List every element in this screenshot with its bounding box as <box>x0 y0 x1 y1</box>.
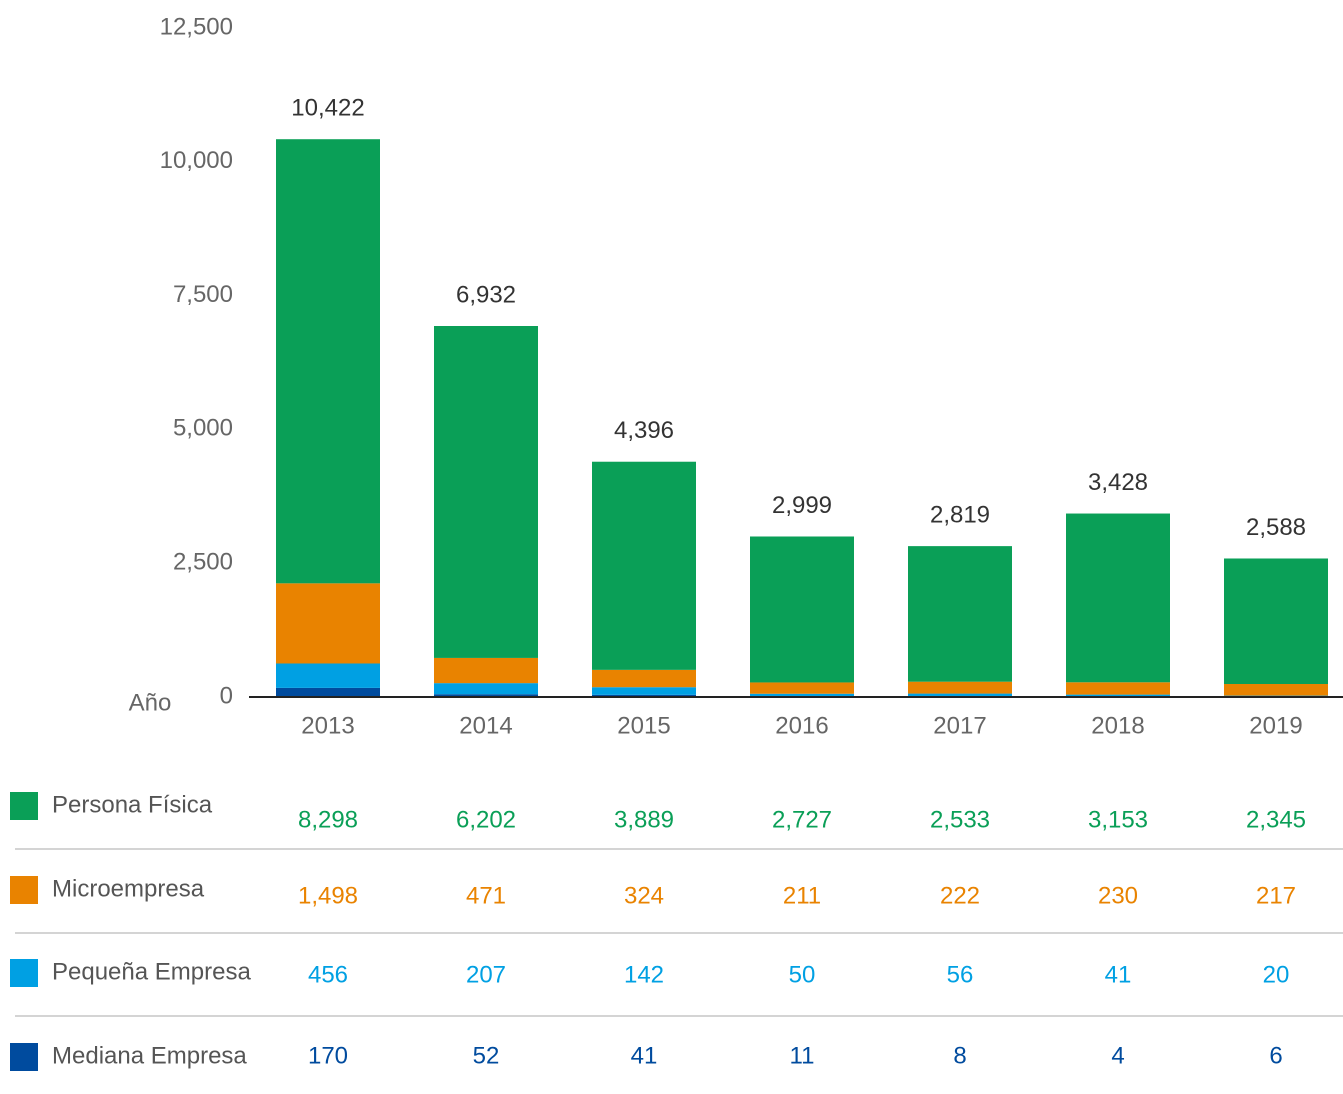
bar-segment <box>434 694 538 697</box>
legend-label: Pequeña Empresa <box>52 958 251 985</box>
y-tick-label: 5,000 <box>173 415 233 442</box>
bar-segment <box>750 693 854 697</box>
table-value: 207 <box>466 961 506 988</box>
table-value: 3,889 <box>614 806 674 833</box>
bar-segment <box>434 683 538 695</box>
bar-segment <box>276 663 380 688</box>
table-value: 8,298 <box>298 806 358 833</box>
bar-segment <box>592 694 696 697</box>
y-tick-label: 7,500 <box>173 281 233 308</box>
y-tick-label: 12,500 <box>160 13 233 40</box>
total-label: 2,999 <box>772 492 832 519</box>
total-label: 6,932 <box>456 281 516 308</box>
legend-swatch <box>10 1043 38 1071</box>
bar-segment <box>750 536 854 683</box>
y-tick-label: 10,000 <box>160 147 233 174</box>
bar-segment <box>592 461 696 670</box>
bar-segment <box>276 139 380 584</box>
bar-segment <box>276 583 380 664</box>
table-value: 1,498 <box>298 882 358 909</box>
table-value: 4 <box>1111 1042 1124 1069</box>
x-tick-label: 2013 <box>301 712 354 739</box>
bar-segment <box>908 681 1012 694</box>
table-value: 230 <box>1098 882 1138 909</box>
legend-swatch <box>10 876 38 904</box>
bar-segment <box>1066 513 1170 683</box>
y-tick-label: 2,500 <box>173 549 233 576</box>
x-axis-label: Año <box>129 689 172 716</box>
bar-segment <box>1066 694 1170 697</box>
bar-segment <box>908 546 1012 682</box>
total-label: 3,428 <box>1088 469 1148 496</box>
x-tick-label: 2014 <box>459 712 512 739</box>
bar-segment <box>1224 683 1328 696</box>
table-value: 2,345 <box>1246 806 1306 833</box>
x-tick-label: 2017 <box>933 712 986 739</box>
table-value: 6 <box>1269 1042 1282 1069</box>
table-value: 211 <box>783 882 821 909</box>
total-label: 4,396 <box>614 417 674 444</box>
y-tick-label: 0 <box>220 682 233 709</box>
table-value: 324 <box>624 882 664 909</box>
table-value: 41 <box>631 1042 658 1069</box>
x-tick-label: 2016 <box>775 712 828 739</box>
table-value: 2,533 <box>930 806 990 833</box>
bar-segment <box>592 669 696 688</box>
table-value: 142 <box>624 961 664 988</box>
bar-segment <box>434 657 538 684</box>
bar-segment <box>750 682 854 694</box>
legend-label: Mediana Empresa <box>52 1042 247 1069</box>
table-value: 56 <box>947 961 974 988</box>
bar-segment <box>276 687 380 697</box>
table-value: 6,202 <box>456 806 516 833</box>
table-value: 50 <box>789 961 816 988</box>
legend-swatch <box>10 792 38 820</box>
total-label: 10,422 <box>291 95 364 122</box>
bar-segment <box>1066 682 1170 695</box>
bar-segment <box>592 687 696 695</box>
x-tick-label: 2018 <box>1091 712 1144 739</box>
total-label: 2,588 <box>1246 514 1306 541</box>
table-value: 52 <box>473 1042 500 1069</box>
table-value: 170 <box>308 1042 348 1069</box>
legend-label: Microempresa <box>52 875 205 902</box>
table-value: 471 <box>466 882 506 909</box>
bar-segment <box>908 693 1012 697</box>
table-value: 222 <box>940 882 980 909</box>
legend-swatch <box>10 959 38 987</box>
table-value: 456 <box>308 961 348 988</box>
table-value: 41 <box>1105 961 1132 988</box>
x-tick-label: 2019 <box>1249 712 1302 739</box>
table-value: 11 <box>790 1042 815 1069</box>
x-tick-label: 2015 <box>617 712 670 739</box>
total-label: 2,819 <box>930 501 990 528</box>
table-value: 217 <box>1256 882 1296 909</box>
table-value: 2,727 <box>772 806 832 833</box>
table-value: 3,153 <box>1088 806 1148 833</box>
table-value: 8 <box>953 1042 966 1069</box>
bar-segment <box>434 325 538 658</box>
bar-segment <box>1224 558 1328 684</box>
legend-label: Persona Física <box>52 791 213 818</box>
table-value: 20 <box>1263 961 1290 988</box>
